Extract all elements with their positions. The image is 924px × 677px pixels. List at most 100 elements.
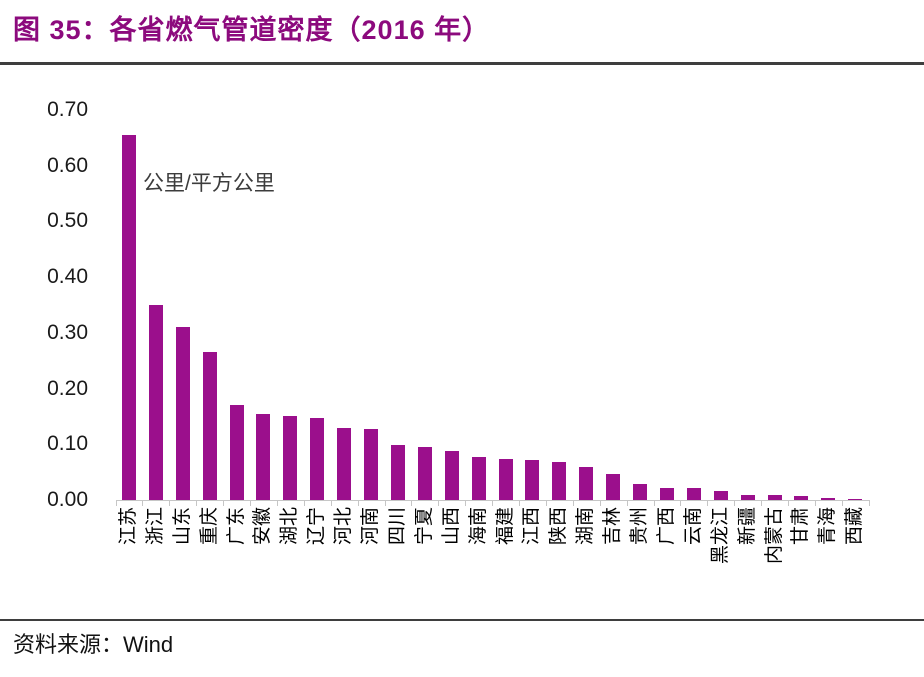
bar-安徽 bbox=[256, 414, 271, 500]
x-axis-tick bbox=[519, 500, 520, 506]
x-axis-tick bbox=[572, 500, 574, 506]
x-axis-tick bbox=[384, 500, 386, 506]
x-tick-label-河南: 河南 bbox=[360, 507, 382, 546]
x-axis-tick bbox=[142, 500, 144, 506]
x-axis-tick bbox=[357, 500, 359, 506]
bar-陕西 bbox=[552, 462, 567, 500]
bar-黑龙江 bbox=[713, 491, 728, 500]
bar-新疆 bbox=[740, 495, 755, 500]
x-axis-tick bbox=[465, 500, 467, 506]
bar-贵州 bbox=[633, 484, 648, 500]
source-label: 资料来源： bbox=[13, 632, 124, 657]
x-axis-tick bbox=[196, 500, 198, 506]
x-tick-label-黑龙江: 黑龙江 bbox=[709, 507, 731, 565]
bar-宁夏 bbox=[417, 447, 432, 500]
x-tick-label-宁夏: 宁夏 bbox=[413, 507, 435, 546]
bar-山东 bbox=[175, 327, 190, 500]
x-axis-tick bbox=[707, 500, 709, 506]
x-tick-label-广东: 广东 bbox=[225, 507, 247, 546]
x-axis-tick bbox=[734, 500, 736, 506]
x-tick-label-广西: 广西 bbox=[655, 507, 677, 546]
x-axis-tick bbox=[169, 500, 171, 506]
bar-山西 bbox=[444, 451, 459, 500]
bar-江苏 bbox=[121, 135, 136, 500]
y-tick-label: 0.10 bbox=[47, 432, 88, 456]
x-tick-label-陕西: 陕西 bbox=[548, 507, 570, 546]
x-tick-label-西藏: 西藏 bbox=[844, 507, 866, 546]
x-tick-label-湖北: 湖北 bbox=[279, 507, 301, 546]
x-axis-tick bbox=[115, 500, 117, 506]
x-axis-tick bbox=[303, 500, 305, 506]
x-axis-tick bbox=[250, 500, 251, 506]
source-divider bbox=[0, 619, 924, 621]
x-tick-label-安徽: 安徽 bbox=[252, 507, 274, 546]
x-axis-tick bbox=[411, 500, 413, 506]
title-divider bbox=[0, 62, 924, 65]
x-tick-label-贵州: 贵州 bbox=[629, 507, 651, 546]
source-value: Wind bbox=[123, 632, 174, 657]
y-axis-unit-label: 公里/平方公里 bbox=[143, 172, 275, 195]
x-tick-label-云南: 云南 bbox=[682, 507, 704, 546]
bar-浙江 bbox=[148, 305, 163, 500]
x-axis-tick bbox=[330, 500, 332, 506]
bar-福建 bbox=[498, 459, 513, 500]
bar-辽宁 bbox=[310, 418, 325, 500]
bar-重庆 bbox=[202, 352, 217, 500]
x-tick-label-甘肃: 甘肃 bbox=[790, 507, 812, 546]
x-axis-tick bbox=[276, 500, 278, 506]
bar-江西 bbox=[525, 460, 540, 500]
y-tick-label: 0.20 bbox=[47, 376, 88, 400]
x-axis-tick bbox=[492, 500, 494, 506]
x-axis-tick bbox=[680, 500, 682, 506]
bar-广东 bbox=[229, 405, 244, 500]
bar-海南 bbox=[471, 457, 486, 500]
x-tick-label-重庆: 重庆 bbox=[198, 507, 220, 546]
bar-chart: 公里/平方公里 0.00 0.10 0.20 0.30 0.40 0.50 0.60 0.70… bbox=[0, 70, 924, 610]
x-axis-tick bbox=[599, 500, 601, 506]
y-tick-label: 0.60 bbox=[47, 153, 88, 177]
x-axis-tick bbox=[814, 500, 816, 506]
x-tick-label-新疆: 新疆 bbox=[736, 507, 758, 546]
bar-内蒙古 bbox=[767, 495, 782, 500]
y-tick-label: 0.30 bbox=[47, 320, 88, 344]
bar-云南 bbox=[686, 488, 701, 500]
x-axis-tick bbox=[788, 500, 789, 506]
x-axis-tick bbox=[653, 500, 655, 506]
x-tick-label-内蒙古: 内蒙古 bbox=[763, 507, 785, 565]
bar-湖北 bbox=[283, 416, 298, 500]
x-tick-label-辽宁: 辽宁 bbox=[306, 507, 328, 546]
figure-title: 图 35：各省燃气管道密度（2016 年） bbox=[13, 15, 491, 45]
x-tick-label-四川: 四川 bbox=[386, 507, 408, 546]
x-tick-label-福建: 福建 bbox=[494, 507, 516, 546]
bar-河南 bbox=[364, 429, 379, 500]
x-tick-label-青海: 青海 bbox=[817, 507, 839, 546]
bar-四川 bbox=[390, 445, 405, 500]
x-tick-label-湖南: 湖南 bbox=[575, 507, 597, 546]
bar-湖南 bbox=[579, 467, 594, 500]
x-axis-tick bbox=[841, 500, 843, 506]
x-tick-label-江西: 江西 bbox=[521, 507, 543, 546]
x-tick-label-河北: 河北 bbox=[333, 507, 355, 546]
x-axis-tick bbox=[761, 500, 763, 506]
x-axis-tick bbox=[438, 500, 440, 506]
bar-河北 bbox=[337, 428, 352, 500]
y-tick-label: 0.70 bbox=[47, 98, 88, 121]
x-tick-label-江苏: 江苏 bbox=[117, 507, 139, 546]
bar-广西 bbox=[659, 488, 674, 500]
y-tick-label: 0.40 bbox=[47, 265, 88, 289]
x-axis-tick bbox=[545, 500, 547, 506]
x-axis-tick bbox=[223, 500, 225, 506]
bar-青海 bbox=[821, 498, 836, 500]
x-axis-tick bbox=[626, 500, 628, 506]
x-tick-label-山西: 山西 bbox=[440, 507, 462, 546]
bar-吉林 bbox=[606, 474, 621, 500]
y-tick-label: 0.50 bbox=[47, 209, 88, 233]
x-axis-tick bbox=[868, 500, 870, 506]
x-tick-label-山东: 山东 bbox=[171, 507, 193, 546]
bar-甘肃 bbox=[794, 496, 809, 500]
y-tick-label: 0.00 bbox=[47, 488, 88, 511]
bar-西藏 bbox=[848, 499, 863, 500]
x-tick-label-海南: 海南 bbox=[467, 507, 489, 546]
source-note: 资料来源：Wind bbox=[13, 627, 173, 659]
x-tick-label-浙江: 浙江 bbox=[144, 507, 166, 546]
